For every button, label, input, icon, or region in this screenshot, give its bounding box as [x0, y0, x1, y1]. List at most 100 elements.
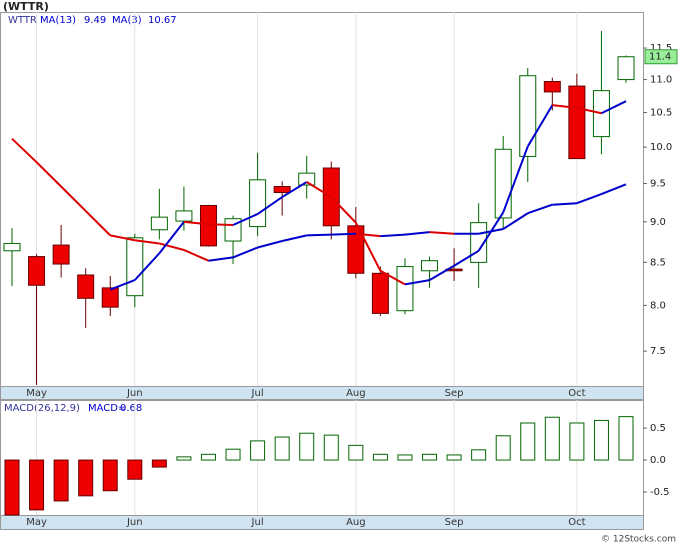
ma-line-segment [306, 181, 332, 198]
candle-body [126, 237, 144, 297]
y-tick-label: 9.5 [650, 179, 666, 190]
x-tick-label: Aug [346, 517, 366, 528]
macd-bar [4, 459, 20, 516]
ma-line-segment [84, 210, 111, 237]
macd-bar [299, 432, 315, 461]
ma-line-segment [600, 100, 627, 115]
candle-body [3, 242, 21, 252]
ma-line-segment [281, 234, 307, 242]
legend-ma3: MA(3) [112, 15, 142, 26]
macd-bar [250, 440, 266, 461]
y-tick-label: 8.5 [650, 257, 666, 268]
ma-line-segment [331, 232, 356, 236]
ma-line-segment [355, 232, 381, 238]
macd-bar [422, 453, 438, 461]
x-tick-label: May [26, 388, 47, 399]
candle-body [249, 179, 267, 228]
ma-line-segment [208, 256, 234, 262]
x-tick-label: Oct [568, 388, 585, 399]
candle-body [101, 287, 119, 308]
macd-bar [446, 454, 462, 461]
candle-body [52, 244, 70, 265]
y-tick-label: 0.5 [650, 423, 666, 434]
candle-body [199, 205, 217, 247]
candle-body [273, 186, 291, 194]
y-tick-label: -0.5 [650, 487, 670, 498]
candle-body [519, 75, 537, 157]
ma-line-segment [134, 239, 160, 245]
ma-line-segment [502, 212, 529, 230]
ma-line-segment [380, 233, 406, 238]
x-tick-label: Oct [568, 517, 585, 528]
ma-line-segment [379, 269, 406, 286]
macd-bar [102, 459, 118, 492]
y-tick-label: 0.0 [650, 455, 666, 466]
y-tick-label: 10.5 [650, 108, 672, 119]
ma-line-segment [453, 249, 480, 267]
macd-bar [225, 448, 241, 461]
macd-current-label: MACD= [88, 403, 126, 414]
legend-ma13-value: 9.49 [84, 15, 106, 26]
ma-line-segment [134, 252, 161, 281]
ma-line-segment [281, 181, 308, 198]
ma-line-segment [601, 183, 627, 195]
ma-line-segment [404, 279, 430, 286]
macd-bar [372, 453, 388, 461]
candle-body [568, 85, 586, 160]
ma-line-segment [330, 196, 357, 224]
ma-line-segment [429, 264, 455, 281]
ma-line-segment [60, 185, 87, 212]
macd-bar [569, 422, 585, 461]
legend-ma3-value: 10.67 [148, 15, 177, 26]
x-tick-label: May [26, 517, 47, 528]
macd-bar [151, 459, 167, 468]
ma-line-segment [257, 196, 283, 215]
candle-body [175, 210, 193, 222]
candle-body [543, 81, 561, 93]
macd-bar [593, 419, 609, 461]
ma-line-segment [232, 213, 259, 226]
macd-bar [520, 422, 536, 461]
ma-line-segment [158, 221, 185, 254]
macd-bar [618, 416, 634, 461]
macd-bar [544, 416, 560, 461]
ma-line-segment [526, 104, 554, 147]
y-tick-label: 10.0 [650, 142, 672, 153]
ma-line-segment [183, 220, 209, 226]
candle-body [396, 266, 414, 312]
ma-line-segment [109, 279, 136, 291]
ma-line-segment [354, 222, 382, 272]
chart-title: (WTTR) [3, 0, 49, 13]
macd-current-value: 0.68 [120, 403, 142, 414]
x-tick-label: Jun [126, 388, 143, 399]
last-price-label: 11.4 [649, 52, 671, 63]
y-tick-label: 11.0 [650, 75, 672, 86]
macd-x-axis-band [0, 515, 644, 530]
ma-line-segment [110, 234, 135, 242]
last-price-box [644, 49, 678, 65]
macd-bar [495, 435, 511, 461]
candle-body [617, 56, 635, 81]
macd-bar [200, 453, 216, 461]
candle-body [77, 274, 95, 299]
candle-body [347, 225, 365, 274]
macd-bar [274, 436, 290, 461]
x-tick-label: Jul [251, 517, 264, 528]
y-tick-label: 9.0 [650, 217, 666, 228]
macd-bar [323, 434, 339, 461]
macd-bar [176, 456, 192, 461]
ma-line-segment [159, 242, 185, 251]
y-tick-label: 11.5 [650, 43, 672, 54]
y-tick-label: 7.5 [650, 346, 666, 357]
macd-bar [348, 444, 364, 461]
ma-line-segment [527, 203, 553, 215]
ma-line-segment [552, 202, 577, 206]
ma-line-segment [477, 211, 505, 252]
x-tick-label: Sep [445, 388, 464, 399]
ma-line-segment [576, 106, 602, 115]
candle-body [150, 216, 168, 231]
ma-line-segment [257, 240, 283, 249]
x-tick-label: Jul [251, 388, 264, 399]
ma-line-segment [183, 249, 209, 262]
